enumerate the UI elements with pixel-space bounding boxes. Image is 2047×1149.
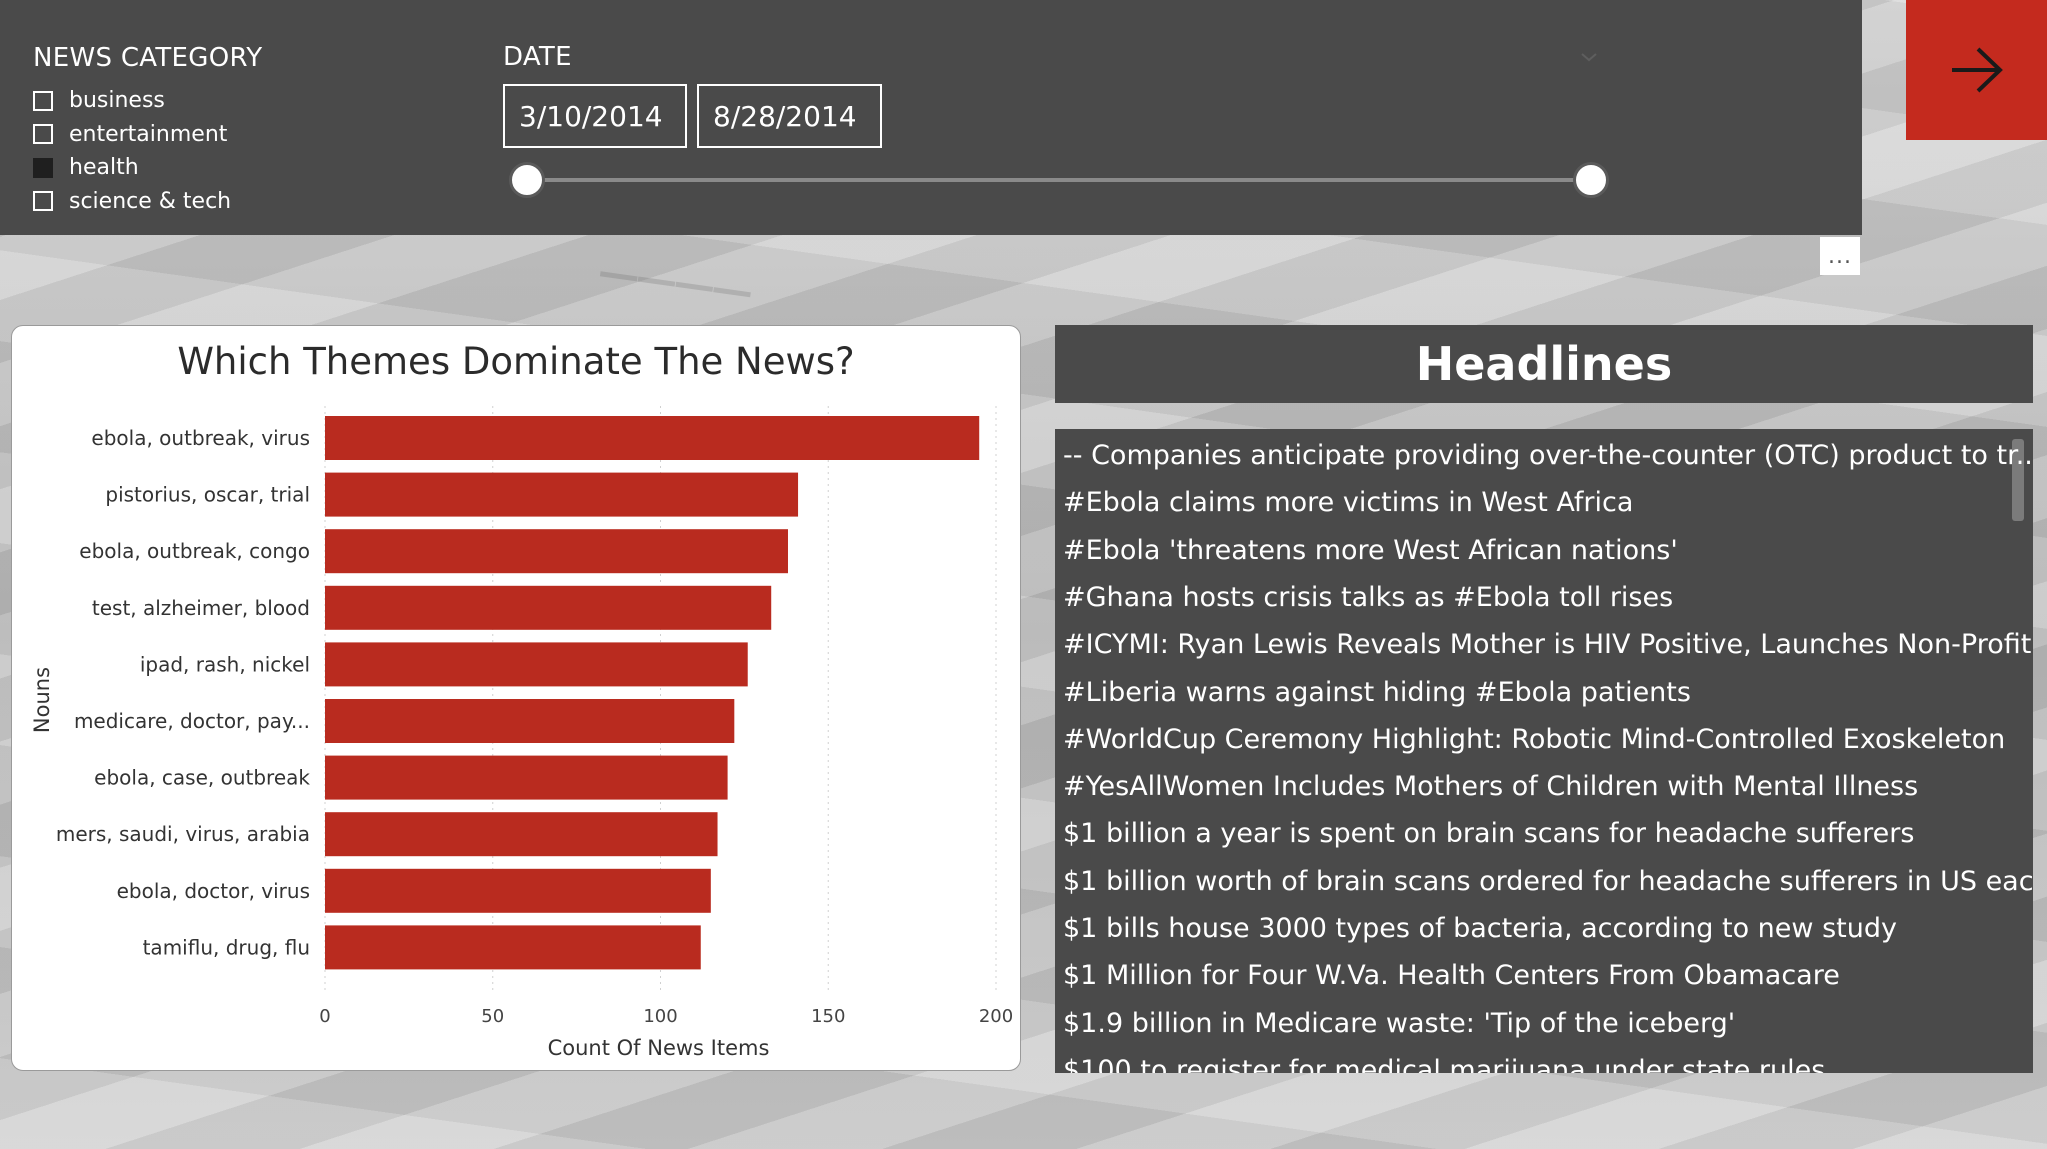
themes-bar-chart: 0 50 100 150 200 ebola, outbreak, virus pistor…: [30, 406, 1013, 1060]
bar[interactable]: [325, 585, 772, 630]
category-label: health: [69, 155, 139, 181]
date-start-input[interactable]: 3/10/2014: [503, 84, 687, 148]
more-options-button[interactable]: ...: [1820, 237, 1860, 275]
headline-item[interactable]: #Ebola 'threatens more West African nati…: [1063, 534, 1678, 566]
y-axis-label: Nouns: [30, 667, 54, 733]
headline-item[interactable]: $1.9 billion in Medicare waste: 'Tip of …: [1063, 1007, 1736, 1039]
category-filter-title: NEWS CATEGORY: [33, 43, 263, 73]
category-option-health[interactable]: health: [33, 151, 231, 185]
themes-chart-card: Which Themes Dominate The News? 0 50 100 15…: [11, 325, 1021, 1071]
category-label: science & tech: [69, 188, 232, 214]
y-tick-label: ebola, outbreak, congo: [79, 539, 310, 563]
checkbox-science-tech[interactable]: [33, 191, 53, 212]
y-tick-label: ipad, rash, nickel: [140, 652, 310, 676]
date-end-input[interactable]: 8/28/2014: [697, 84, 882, 148]
category-label: entertainment: [69, 121, 228, 147]
bar[interactable]: [325, 472, 799, 517]
checkbox-health[interactable]: [33, 157, 53, 178]
y-tick-label: test, alzheimer, blood: [92, 596, 310, 620]
category-option-entertainment[interactable]: entertainment: [33, 118, 231, 152]
y-tick-label: ebola, outbreak, virus: [91, 426, 310, 450]
y-tick-label: tamiflu, drug, flu: [143, 935, 310, 959]
headlines-list[interactable]: -- Companies anticipate providing over-t…: [1055, 429, 2033, 1073]
headlines-scrollbar[interactable]: [2012, 439, 2024, 521]
headline-item[interactable]: $100 to register for medical marijuana u…: [1063, 1054, 1826, 1073]
category-option-business[interactable]: business: [33, 84, 231, 118]
headlines-title: Headlines: [1055, 325, 2033, 403]
x-tick-label: 150: [811, 1006, 845, 1027]
date-slider-start-handle[interactable]: [509, 162, 545, 198]
date-slider-end-handle[interactable]: [1573, 162, 1609, 198]
headline-item[interactable]: $1 bills house 3000 types of bacteria, a…: [1063, 913, 1897, 944]
date-filter-title: DATE: [503, 42, 572, 72]
y-tick-label: mers, saudi, virus, arabia: [56, 822, 310, 846]
y-tick-label: ebola, case, outbreak: [94, 766, 310, 790]
bar[interactable]: [325, 868, 711, 913]
headline-item[interactable]: -- Companies anticipate providing over-t…: [1063, 440, 2033, 471]
bar[interactable]: [325, 529, 788, 574]
x-tick-label: 50: [481, 1006, 504, 1027]
category-option-science-tech[interactable]: science & tech: [33, 185, 231, 219]
bar[interactable]: [325, 416, 980, 460]
headline-item[interactable]: #ICYMI: Ryan Lewis Reveals Mother is HIV…: [1063, 629, 2033, 661]
headline-item[interactable]: $1 billion worth of brain scans ordered …: [1063, 865, 2033, 897]
headline-item[interactable]: #Ghana hosts crisis talks as #Ebola toll…: [1063, 581, 1674, 613]
headline-item[interactable]: #YesAllWomen Includes Mothers of Childre…: [1063, 771, 1919, 803]
bar[interactable]: [325, 925, 701, 970]
x-tick-label: 0: [319, 1006, 330, 1027]
bar[interactable]: [325, 642, 748, 687]
headline-item[interactable]: #Liberia warns against hiding #Ebola pat…: [1063, 676, 1691, 708]
arrow-right-icon: [1951, 47, 2003, 93]
y-tick-label: pistorius, oscar, trial: [105, 483, 310, 507]
category-label: business: [69, 88, 165, 114]
bar[interactable]: [325, 755, 728, 800]
date-range-slider-track[interactable]: [527, 178, 1591, 182]
headline-item[interactable]: #WorldCup Ceremony Highlight: Robotic Mi…: [1063, 723, 2006, 755]
category-list: business entertainment health science & …: [33, 84, 231, 218]
next-page-button[interactable]: [1906, 0, 2047, 140]
background-newspaper-texture: ────: [595, 239, 757, 331]
checkbox-business[interactable]: [33, 90, 53, 111]
y-tick-label: medicare, doctor, pay...: [74, 709, 310, 733]
y-tick-label: ebola, doctor, virus: [117, 879, 310, 903]
bar[interactable]: [325, 812, 718, 857]
headline-item[interactable]: #Ebola claims more victims in West Afric…: [1063, 487, 1634, 519]
bar[interactable]: [325, 699, 735, 743]
checkbox-entertainment[interactable]: [33, 124, 53, 145]
x-tick-label: 100: [643, 1006, 677, 1027]
filter-panel: NEWS CATEGORY business entertainment hea…: [0, 0, 1862, 235]
chevron-down-icon[interactable]: [1580, 48, 1598, 66]
x-axis-label: Count Of News Items: [548, 1036, 770, 1060]
chart-title: Which Themes Dominate The News?: [177, 340, 855, 383]
headline-item[interactable]: $1 Million for Four W.Va. Health Centers…: [1063, 960, 1840, 992]
headline-item[interactable]: $1 billion a year is spent on brain scan…: [1063, 818, 1915, 850]
x-tick-label: 200: [979, 1006, 1013, 1027]
